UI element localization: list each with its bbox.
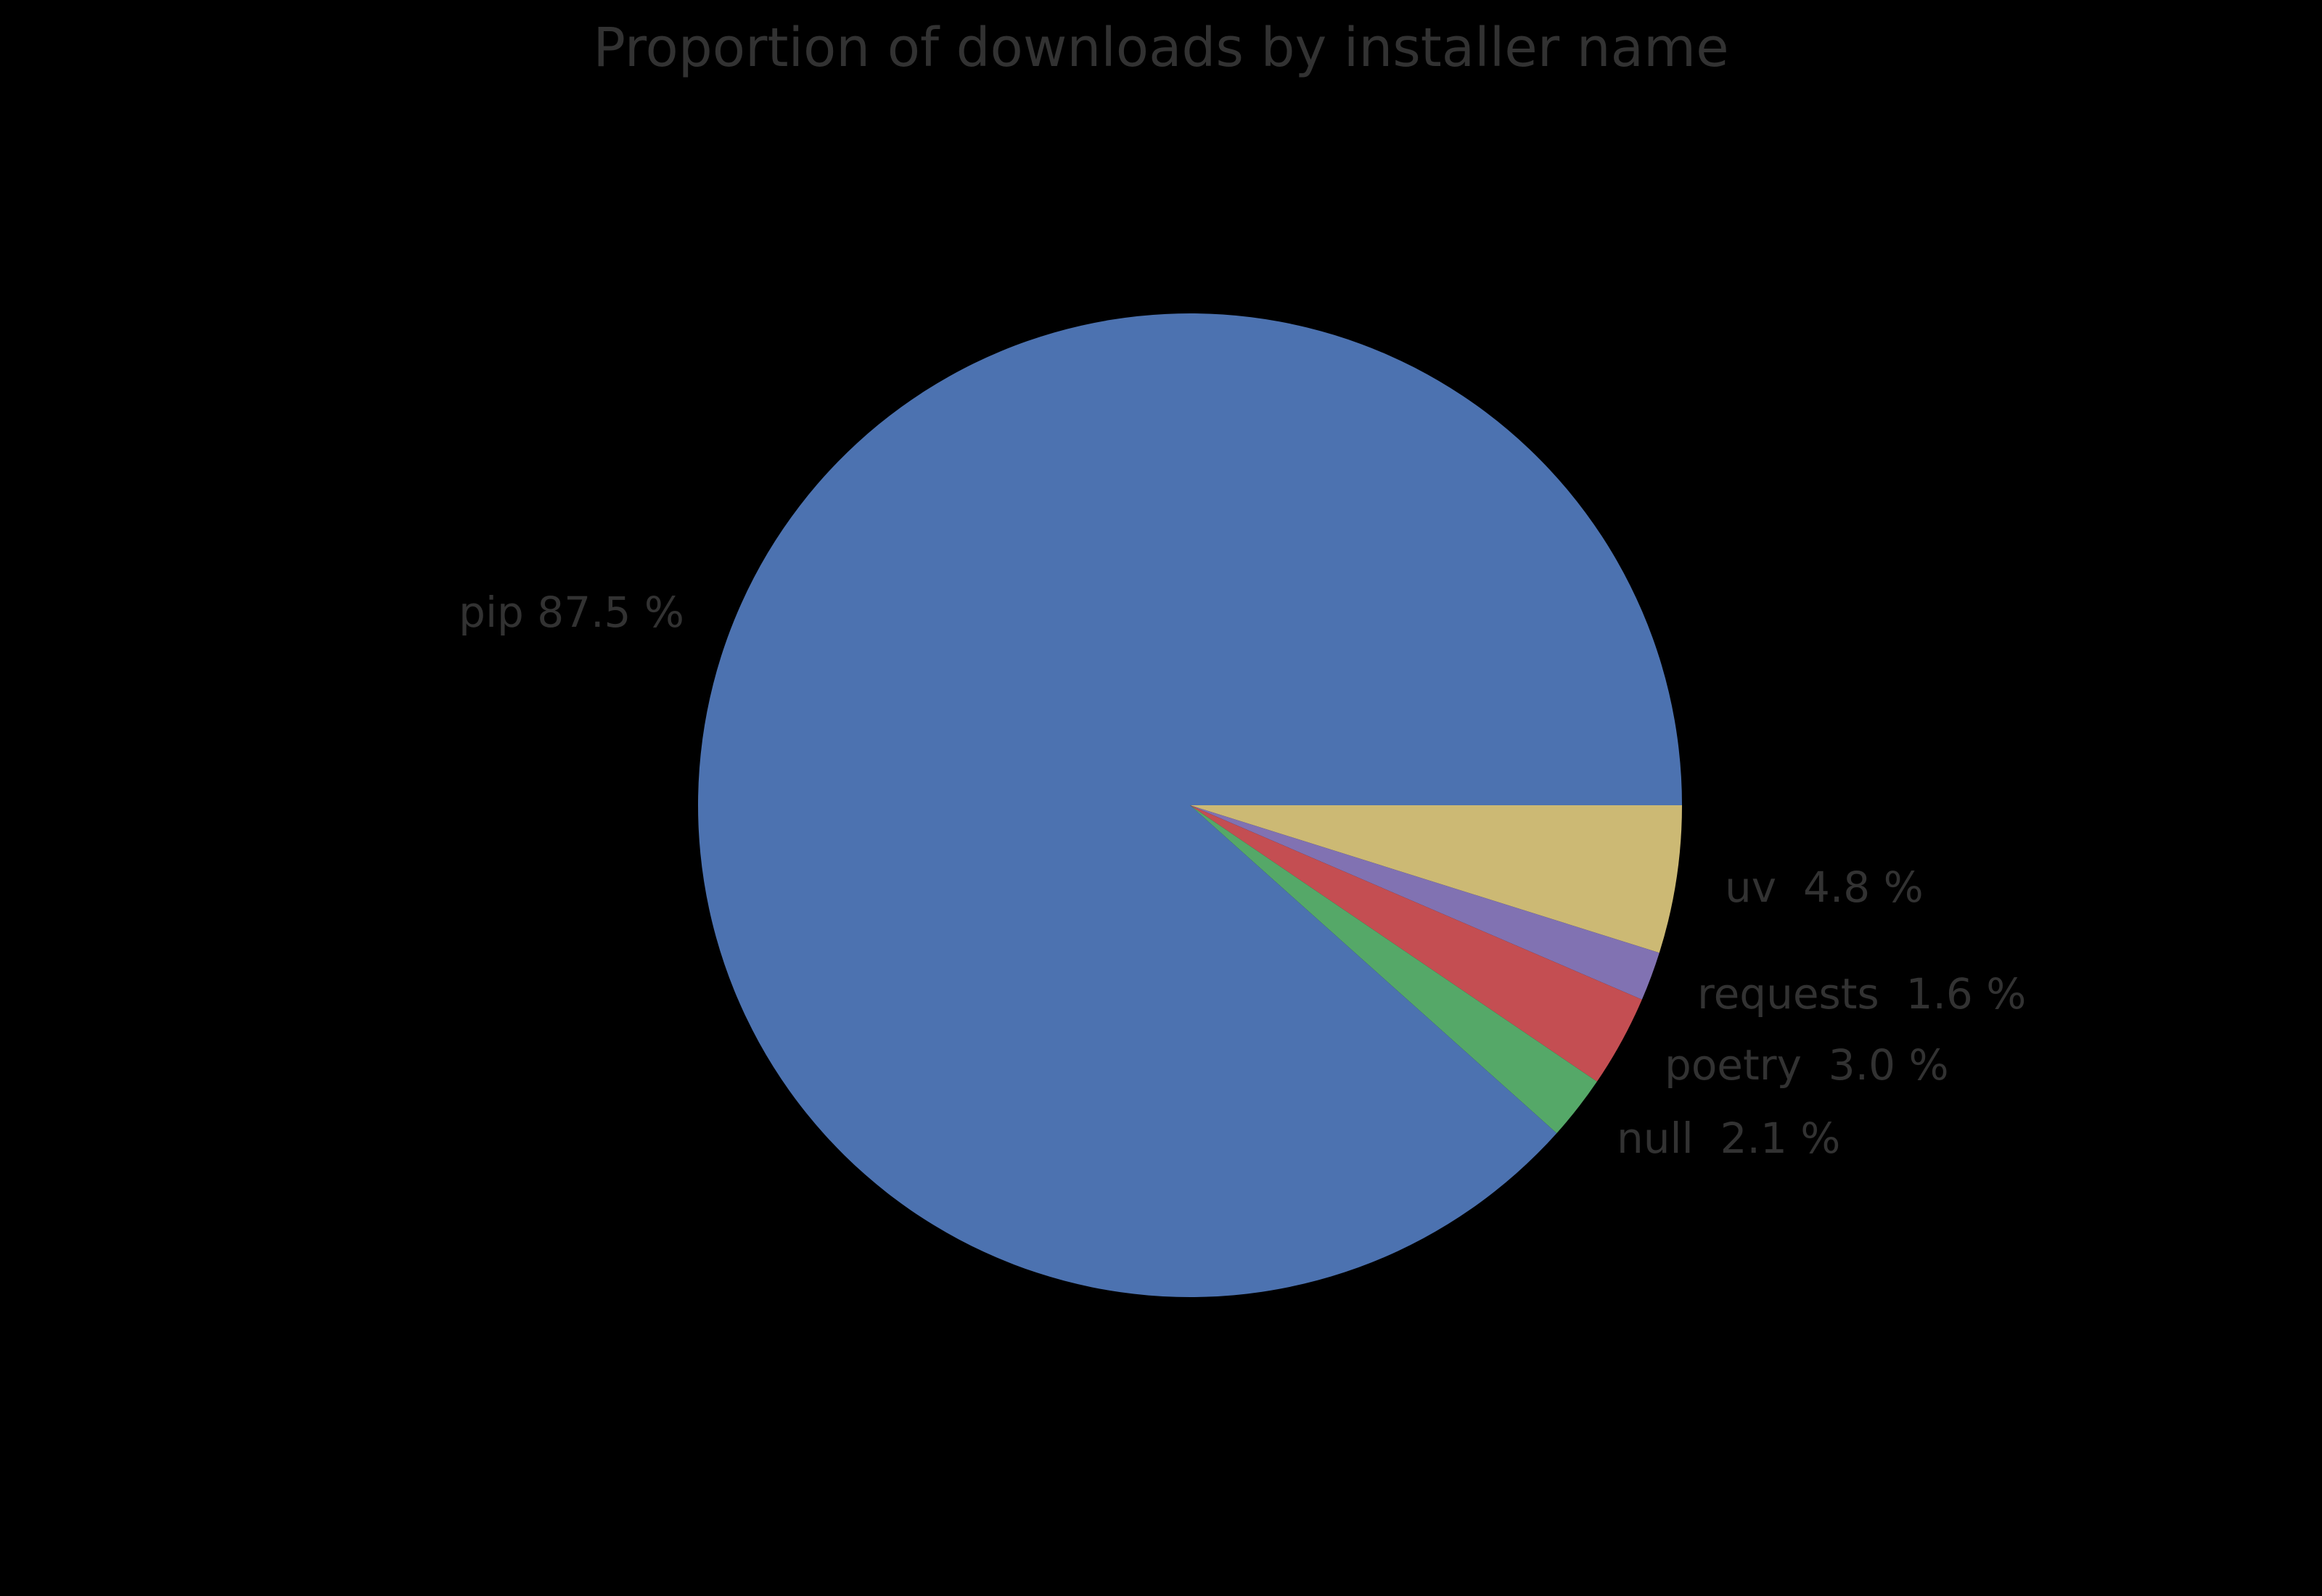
pie-slice-poetry: [1190, 805, 1642, 1082]
pie-slice-pip: [697, 313, 1683, 1298]
pie-slice-requests: [1190, 805, 1660, 1000]
pie-slice-uv: [1190, 805, 1682, 953]
chart-title: Proportion of downloads by installer nam…: [593, 17, 1729, 79]
pie-slice-null: [1190, 805, 1597, 1134]
